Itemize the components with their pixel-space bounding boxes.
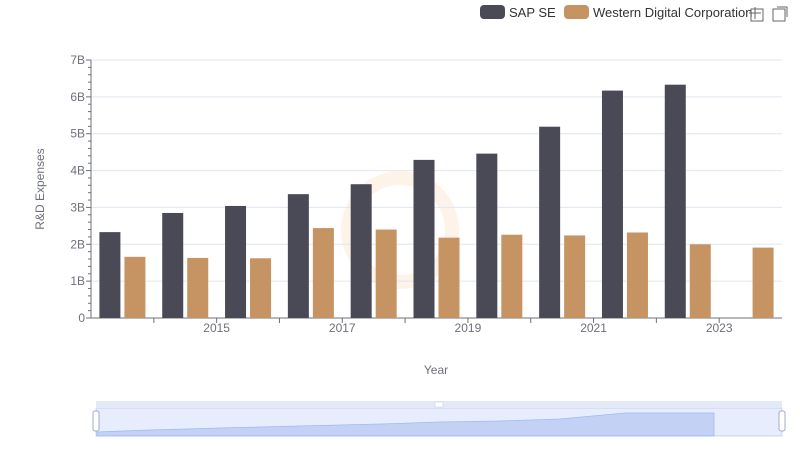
y-tick-label: 2B bbox=[70, 237, 85, 251]
bar-western-digital-2020[interactable] bbox=[501, 234, 523, 318]
bar-western-digital-2022[interactable] bbox=[626, 232, 648, 318]
x-axis-title: Year bbox=[424, 363, 448, 377]
x-axis: 2015 2017 2019 2021 2023 bbox=[91, 317, 782, 335]
data-zoom-selected-range[interactable] bbox=[96, 408, 782, 436]
legend-swatch bbox=[564, 5, 589, 19]
bar-western-digital-2021[interactable] bbox=[564, 235, 586, 318]
bar-western-digital-2017[interactable] bbox=[312, 228, 334, 318]
legend-swatch bbox=[480, 5, 505, 19]
bar-sap-se-2015[interactable] bbox=[162, 212, 184, 318]
x-tick-label: 2021 bbox=[580, 321, 607, 335]
bar-western-digital-2014[interactable] bbox=[124, 256, 146, 318]
y-tick-label: 3B bbox=[70, 200, 85, 214]
x-tick-label: 2017 bbox=[329, 321, 356, 335]
bar-sap-se-2020[interactable] bbox=[476, 153, 498, 318]
bar-sap-se-2023[interactable] bbox=[664, 84, 686, 319]
x-tick-label: 2023 bbox=[706, 321, 733, 335]
zoom-icon[interactable] bbox=[749, 7, 764, 22]
bar-sap-se-2019[interactable] bbox=[413, 159, 435, 318]
y-axis-title: R&D Expenses bbox=[33, 148, 47, 229]
legend-item-sap-se[interactable]: SAP SE bbox=[480, 5, 556, 20]
legend-label: SAP SE bbox=[509, 5, 556, 20]
y-tick-label: 5B bbox=[70, 127, 85, 141]
bar-western-digital-2016[interactable] bbox=[250, 258, 272, 318]
y-tick-label: 7B bbox=[70, 53, 85, 67]
y-tick-label: 0 bbox=[78, 311, 85, 325]
watermark-logo bbox=[341, 171, 459, 289]
bar-western-digital-2015[interactable] bbox=[187, 257, 209, 318]
x-tick-label: 2019 bbox=[455, 321, 482, 335]
y-tick-label: 1B bbox=[70, 274, 85, 288]
legend-label: Western Digital Corporation bbox=[593, 5, 752, 20]
bars bbox=[99, 84, 774, 319]
bar-western-digital-2019[interactable] bbox=[438, 237, 460, 318]
bar-sap-se-2022[interactable] bbox=[601, 90, 623, 318]
bar-sap-se-2017[interactable] bbox=[287, 194, 309, 318]
bar-western-digital-2018[interactable] bbox=[375, 229, 397, 318]
bar-sap-se-2016[interactable] bbox=[225, 205, 247, 318]
y-axis: 0 1B 2B 3B 4B 5B 6B 7B bbox=[70, 53, 92, 325]
bar-sap-se-2014[interactable] bbox=[99, 232, 121, 318]
bar-western-digital-2023[interactable] bbox=[689, 244, 711, 318]
drag-handle-icon[interactable] bbox=[434, 401, 444, 408]
x-tick-label: 2015 bbox=[203, 321, 230, 335]
data-zoom-left-handle[interactable] bbox=[92, 410, 100, 432]
data-zoom-slider[interactable] bbox=[92, 401, 786, 437]
bar-sap-se-2018[interactable] bbox=[350, 184, 372, 318]
bar-sap-se-2021[interactable] bbox=[539, 126, 561, 318]
bar-western-digital-2024[interactable] bbox=[752, 247, 774, 318]
data-zoom-preview-area bbox=[96, 412, 715, 437]
restore-icon[interactable] bbox=[772, 6, 788, 22]
legend-item-western-digital[interactable]: Western Digital Corporation bbox=[564, 5, 752, 20]
y-tick-label: 4B bbox=[70, 164, 85, 178]
legend[interactable]: SAP SE Western Digital Corporation bbox=[480, 5, 752, 20]
y-tick-label: 6B bbox=[70, 90, 85, 104]
data-zoom-right-handle[interactable] bbox=[778, 410, 786, 432]
